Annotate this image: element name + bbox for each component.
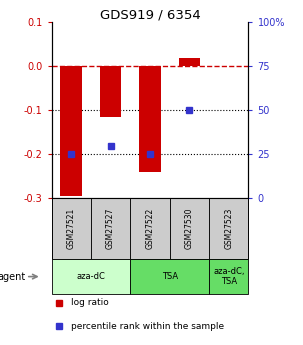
- Bar: [130, 198, 170, 259]
- Text: GSM27521: GSM27521: [67, 208, 76, 249]
- Text: GSM27523: GSM27523: [224, 208, 233, 249]
- Text: TSA: TSA: [161, 272, 178, 281]
- Bar: [100, 66, 122, 117]
- Text: log ratio: log ratio: [71, 298, 109, 307]
- Title: GDS919 / 6354: GDS919 / 6354: [100, 8, 200, 21]
- Text: aza-dC,
TSA: aza-dC, TSA: [213, 267, 245, 286]
- Bar: [209, 259, 248, 294]
- Text: aza-dC: aza-dC: [76, 272, 105, 281]
- Text: GSM27522: GSM27522: [145, 208, 155, 249]
- Bar: [52, 198, 91, 259]
- Bar: [170, 198, 209, 259]
- Text: GSM27527: GSM27527: [106, 208, 115, 249]
- Bar: [91, 198, 130, 259]
- Text: GSM27530: GSM27530: [185, 208, 194, 249]
- Bar: [209, 198, 248, 259]
- Text: percentile rank within the sample: percentile rank within the sample: [71, 322, 224, 331]
- Bar: [60, 66, 82, 196]
- Bar: [178, 58, 200, 66]
- Text: agent: agent: [0, 272, 26, 282]
- Bar: [52, 259, 130, 294]
- Bar: [130, 259, 209, 294]
- Bar: [139, 66, 161, 172]
